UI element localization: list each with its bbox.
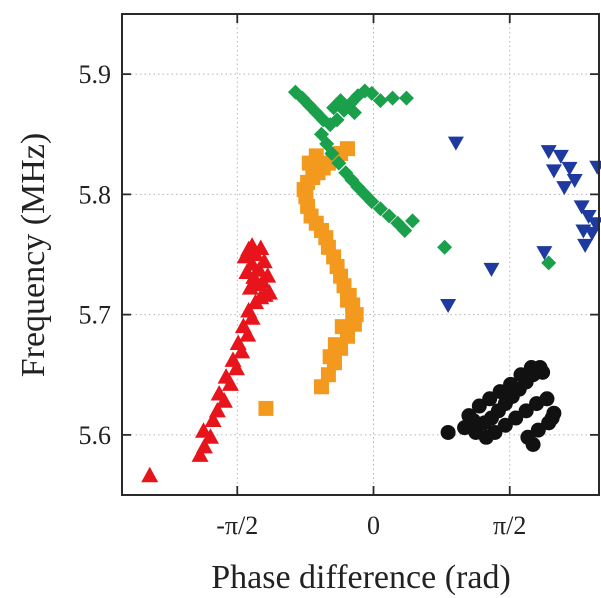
blue-triangle-point — [540, 145, 557, 160]
x-tick-label: π/2 — [493, 511, 526, 540]
green-diamond-point — [346, 105, 362, 121]
green-diamond-point — [397, 222, 413, 238]
orange-square-point — [313, 379, 329, 395]
red-triangle-point — [255, 252, 273, 269]
green-diamond-point — [385, 90, 401, 106]
blue-triangle-point — [545, 164, 562, 179]
blue-triangle-point — [440, 299, 457, 314]
green-diamond-point — [372, 201, 388, 217]
black-circle-point — [508, 410, 524, 426]
blue-triangle-point — [587, 217, 601, 232]
blue-triangle-point — [573, 200, 590, 215]
orange-square-point — [258, 400, 274, 416]
green-diamond-point — [331, 155, 347, 171]
red-triangle-point — [233, 342, 251, 359]
black-circle-point — [535, 364, 551, 380]
green-diamond-point — [329, 112, 345, 128]
red-triangle-point — [229, 334, 247, 350]
orange-square-point — [339, 141, 355, 157]
square-series — [258, 141, 364, 416]
y-tick-label: 5.7 — [79, 301, 112, 330]
blue-triangle-point — [577, 238, 594, 253]
orange-square-point — [345, 307, 361, 323]
red-triangle-point — [234, 317, 252, 334]
blue-triangle-point — [566, 173, 583, 188]
green-diamond-point — [364, 194, 380, 210]
black-circle-point — [523, 360, 539, 376]
grid-lines — [122, 14, 599, 495]
red-triangle-point — [224, 351, 242, 367]
red-triangle-point — [243, 237, 261, 253]
black-circle-point — [497, 417, 513, 433]
black-circle-point — [465, 412, 481, 428]
green-diamond-point — [398, 90, 414, 106]
data-series — [141, 83, 601, 483]
x-tick-label: -π/2 — [216, 511, 258, 540]
red-triangle-point — [195, 422, 213, 438]
orange-square-point — [322, 349, 338, 365]
diamond-series — [287, 83, 557, 271]
red-triangle-point — [217, 368, 235, 384]
green-diamond-point — [333, 93, 349, 109]
black-circle-point — [539, 391, 555, 407]
black-circle-point — [530, 422, 546, 438]
green-diamond-point — [541, 255, 557, 271]
plot-frame — [121, 13, 600, 496]
black-circle-point — [471, 398, 487, 414]
orange-square-point — [320, 367, 336, 383]
red-triangle-point — [240, 302, 258, 318]
red-triangle-point — [195, 437, 213, 454]
red-triangle-point — [238, 263, 256, 280]
circle-series — [440, 360, 562, 452]
blue-triangle-point — [536, 246, 553, 261]
orange-square-point — [339, 292, 355, 308]
black-circle-point — [478, 429, 494, 445]
green-diamond-point — [372, 93, 388, 109]
orange-square-point — [334, 319, 350, 335]
orange-square-point — [327, 337, 343, 353]
black-circle-point — [525, 436, 541, 452]
y-tick-label: 5.8 — [79, 180, 112, 209]
red-triangle-point — [259, 267, 277, 283]
black-circle-point — [518, 403, 534, 419]
x-axis-title: Phase difference (rad) — [211, 559, 511, 596]
x-tick-label: 0 — [367, 511, 380, 540]
blue-triangle-point — [483, 262, 500, 277]
black-circle-point — [482, 391, 498, 407]
blue-triangle-point — [552, 149, 569, 164]
black-circle-point — [544, 410, 560, 426]
y-axis-title: Frequency (MHz) — [15, 133, 52, 378]
green-diamond-point — [364, 85, 380, 101]
green-diamond-point — [405, 213, 421, 229]
triangle-up-series — [141, 237, 278, 483]
red-triangle-point — [208, 401, 226, 418]
orange-square-point — [308, 148, 324, 164]
green-diamond-point — [437, 239, 453, 255]
black-circle-point — [513, 367, 529, 383]
blue-triangle-point — [556, 181, 573, 196]
red-triangle-point — [141, 466, 159, 483]
green-diamond-point — [381, 208, 397, 224]
blue-triangle-point — [584, 226, 601, 241]
axis-ticks — [122, 14, 599, 495]
green-diamond-point — [324, 145, 340, 161]
triangle-down-series — [440, 136, 601, 314]
red-triangle-point — [239, 326, 257, 342]
red-triangle-point — [210, 384, 228, 401]
red-triangle-point — [227, 359, 245, 376]
tick-labels: -π/2 0 π/2 5.6 5.7 5.8 5.9 — [79, 60, 527, 540]
blue-triangle-point — [575, 224, 592, 239]
y-tick-label: 5.9 — [79, 60, 112, 89]
red-triangle-point — [204, 411, 222, 427]
y-tick-label: 5.6 — [79, 421, 112, 450]
black-circle-point — [492, 384, 508, 400]
black-circle-point — [440, 424, 456, 440]
blue-triangle-point — [580, 210, 597, 225]
blue-triangle-point — [447, 136, 464, 151]
blue-triangle-point — [561, 161, 578, 176]
red-triangle-point — [191, 446, 209, 462]
red-triangle-point — [260, 283, 278, 300]
black-circle-point — [503, 376, 519, 392]
